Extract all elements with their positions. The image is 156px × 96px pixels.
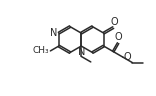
- Text: O: O: [124, 52, 132, 62]
- Text: O: O: [110, 17, 118, 27]
- Text: N: N: [50, 28, 58, 38]
- Text: CH₃: CH₃: [33, 46, 49, 55]
- Text: O: O: [114, 32, 122, 42]
- Text: N: N: [78, 47, 85, 57]
